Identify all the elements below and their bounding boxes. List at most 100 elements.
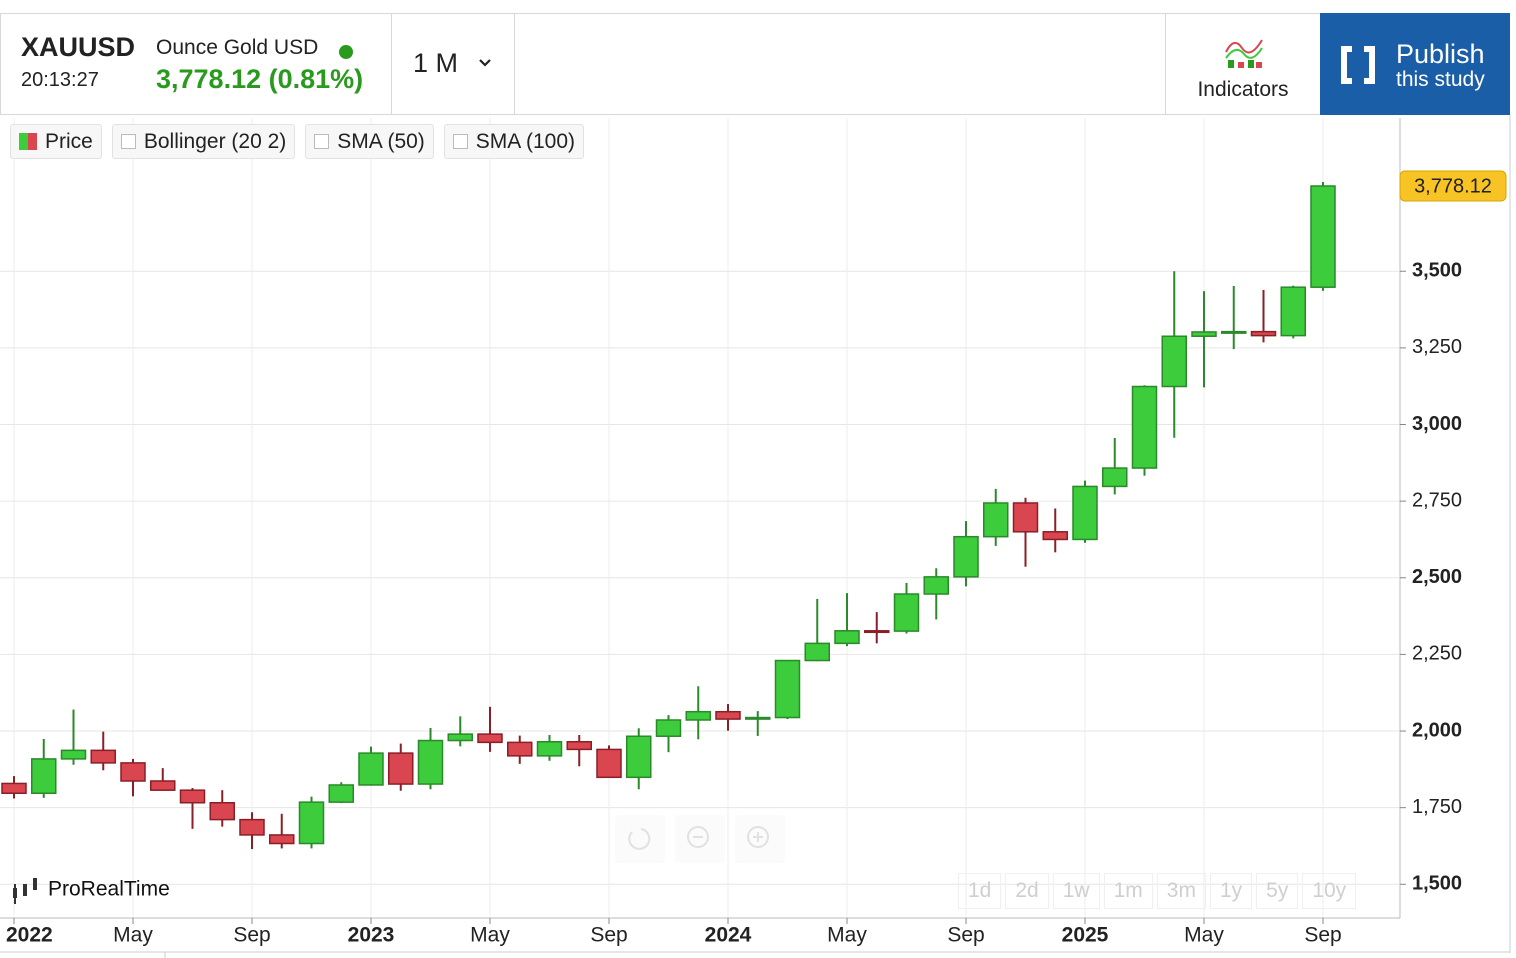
candle-body <box>1042 531 1068 541</box>
candle-body <box>1191 331 1217 337</box>
bracket <box>1341 46 1375 84</box>
publish-button[interactable]: Publish this study <box>1320 13 1510 115</box>
candle-body <box>209 802 235 821</box>
candle-body <box>507 741 533 757</box>
candle-body <box>120 762 146 782</box>
indicator-toggle[interactable]: Price <box>10 124 102 159</box>
y-tick-label: 3,250 <box>1412 336 1462 358</box>
publish-icon <box>1341 46 1375 84</box>
candle-body <box>893 593 920 632</box>
candle-body <box>655 719 682 737</box>
candle-body <box>596 748 622 779</box>
logo-bar <box>33 878 37 890</box>
period-button[interactable]: 2d <box>1005 873 1049 909</box>
candle-body <box>31 758 57 794</box>
x-tick-label: May <box>470 924 510 947</box>
brand-logo <box>13 878 37 904</box>
indicator-toggle[interactable]: Bollinger (20 2) <box>111 124 296 159</box>
icon-bar <box>1228 60 1234 68</box>
instrument-name: Ounce Gold USD <box>156 36 319 59</box>
time: 20:13:27 <box>21 69 99 91</box>
x-tick-label: Sep <box>1304 924 1341 947</box>
icon-bar <box>1248 60 1254 68</box>
period-button[interactable]: 1w <box>1052 873 1100 909</box>
publish-sublabel: this study <box>1396 68 1485 91</box>
zoom-in-button[interactable] <box>735 815 785 863</box>
period-button[interactable]: 1m <box>1103 873 1153 909</box>
candle-body <box>1310 185 1336 288</box>
x-tick-label: 2024 <box>705 924 752 947</box>
checkbox <box>314 134 330 149</box>
publish-label: Publish <box>1396 39 1485 69</box>
price-tag-label: 3,778.12 <box>1414 175 1492 197</box>
period-buttons: 1d 2d 1w 1m 3m 1y 5y 10y <box>958 873 1360 909</box>
indicator-toggle[interactable]: SMA (50) <box>305 124 434 159</box>
reset-icon <box>628 828 651 850</box>
indicator-toggle[interactable]: SMA (100) <box>443 124 585 159</box>
y-tick-label: 3,500 <box>1412 260 1462 282</box>
candle-body <box>1072 485 1098 541</box>
candle-body <box>804 642 830 662</box>
period-select[interactable]: 1 M <box>391 13 515 115</box>
candle-body <box>298 801 325 845</box>
icon-bar <box>1238 62 1244 68</box>
candle-body <box>685 710 711 721</box>
candle-body <box>90 749 116 764</box>
y-tick-label: 2,250 <box>1412 643 1462 665</box>
status-dot <box>339 45 353 59</box>
price-swatch <box>19 133 37 150</box>
period-button[interactable]: 1y <box>1209 873 1253 909</box>
candle-body <box>834 630 860 645</box>
candle-body <box>417 739 444 785</box>
indicator-toggles: Price Bollinger (20 2) SMA (50) SMA (100) <box>10 124 594 159</box>
candle-body <box>1012 502 1039 533</box>
candle-body <box>239 818 265 836</box>
candle-body <box>953 535 979 578</box>
candle-body <box>388 752 414 785</box>
candle-body <box>447 733 473 742</box>
zoom-out-button[interactable] <box>675 815 725 863</box>
reset-button[interactable] <box>615 815 665 863</box>
candle-body <box>150 780 176 791</box>
candle-body <box>923 576 949 595</box>
x-tick-label: May <box>827 924 867 947</box>
dropdown-arrow <box>479 59 491 67</box>
candle-body <box>1131 385 1158 469</box>
candle-body <box>715 710 741 720</box>
candle-body <box>477 733 503 744</box>
price-tag <box>1399 170 1507 202</box>
y-tick-label: 2,000 <box>1412 719 1462 741</box>
candle-body <box>983 502 1009 538</box>
period-button[interactable]: 10y <box>1302 873 1357 909</box>
candle-body <box>179 789 206 804</box>
icon-bar <box>1256 62 1262 68</box>
quote-panel: XAUUSD Ounce Gold USD 20:13:27 3,778.12 … <box>0 13 392 115</box>
candles <box>1 182 1336 850</box>
y-tick-label: 3,000 <box>1412 413 1462 435</box>
period-button[interactable]: 5y <box>1256 873 1299 909</box>
toggle-label: Bollinger (20 2) <box>143 129 287 153</box>
icon-line <box>1225 39 1263 54</box>
logo-bar <box>23 884 27 896</box>
candle-body <box>1102 467 1128 488</box>
period-button[interactable]: 1d <box>958 873 1002 909</box>
candle-body <box>566 741 592 751</box>
candle-body <box>1250 330 1277 337</box>
branding: ProRealTime <box>48 878 170 901</box>
zoom-out-icon <box>687 826 709 848</box>
x-tick-label: May <box>113 924 153 947</box>
period-button[interactable]: 3m <box>1156 873 1206 909</box>
indicators-button[interactable]: Indicators <box>1165 13 1321 115</box>
x-tick-label: May <box>1184 924 1224 947</box>
toolbar-space <box>514 13 1166 115</box>
y-tick-label: 1,500 <box>1412 873 1462 895</box>
period: 1 M <box>413 48 459 78</box>
candle-body <box>269 834 295 845</box>
candle-body <box>864 630 890 634</box>
indicators-icon <box>1225 39 1263 68</box>
candle-body <box>328 784 354 803</box>
x-tick-label: Sep <box>947 924 984 947</box>
icon-line <box>1225 47 1263 59</box>
